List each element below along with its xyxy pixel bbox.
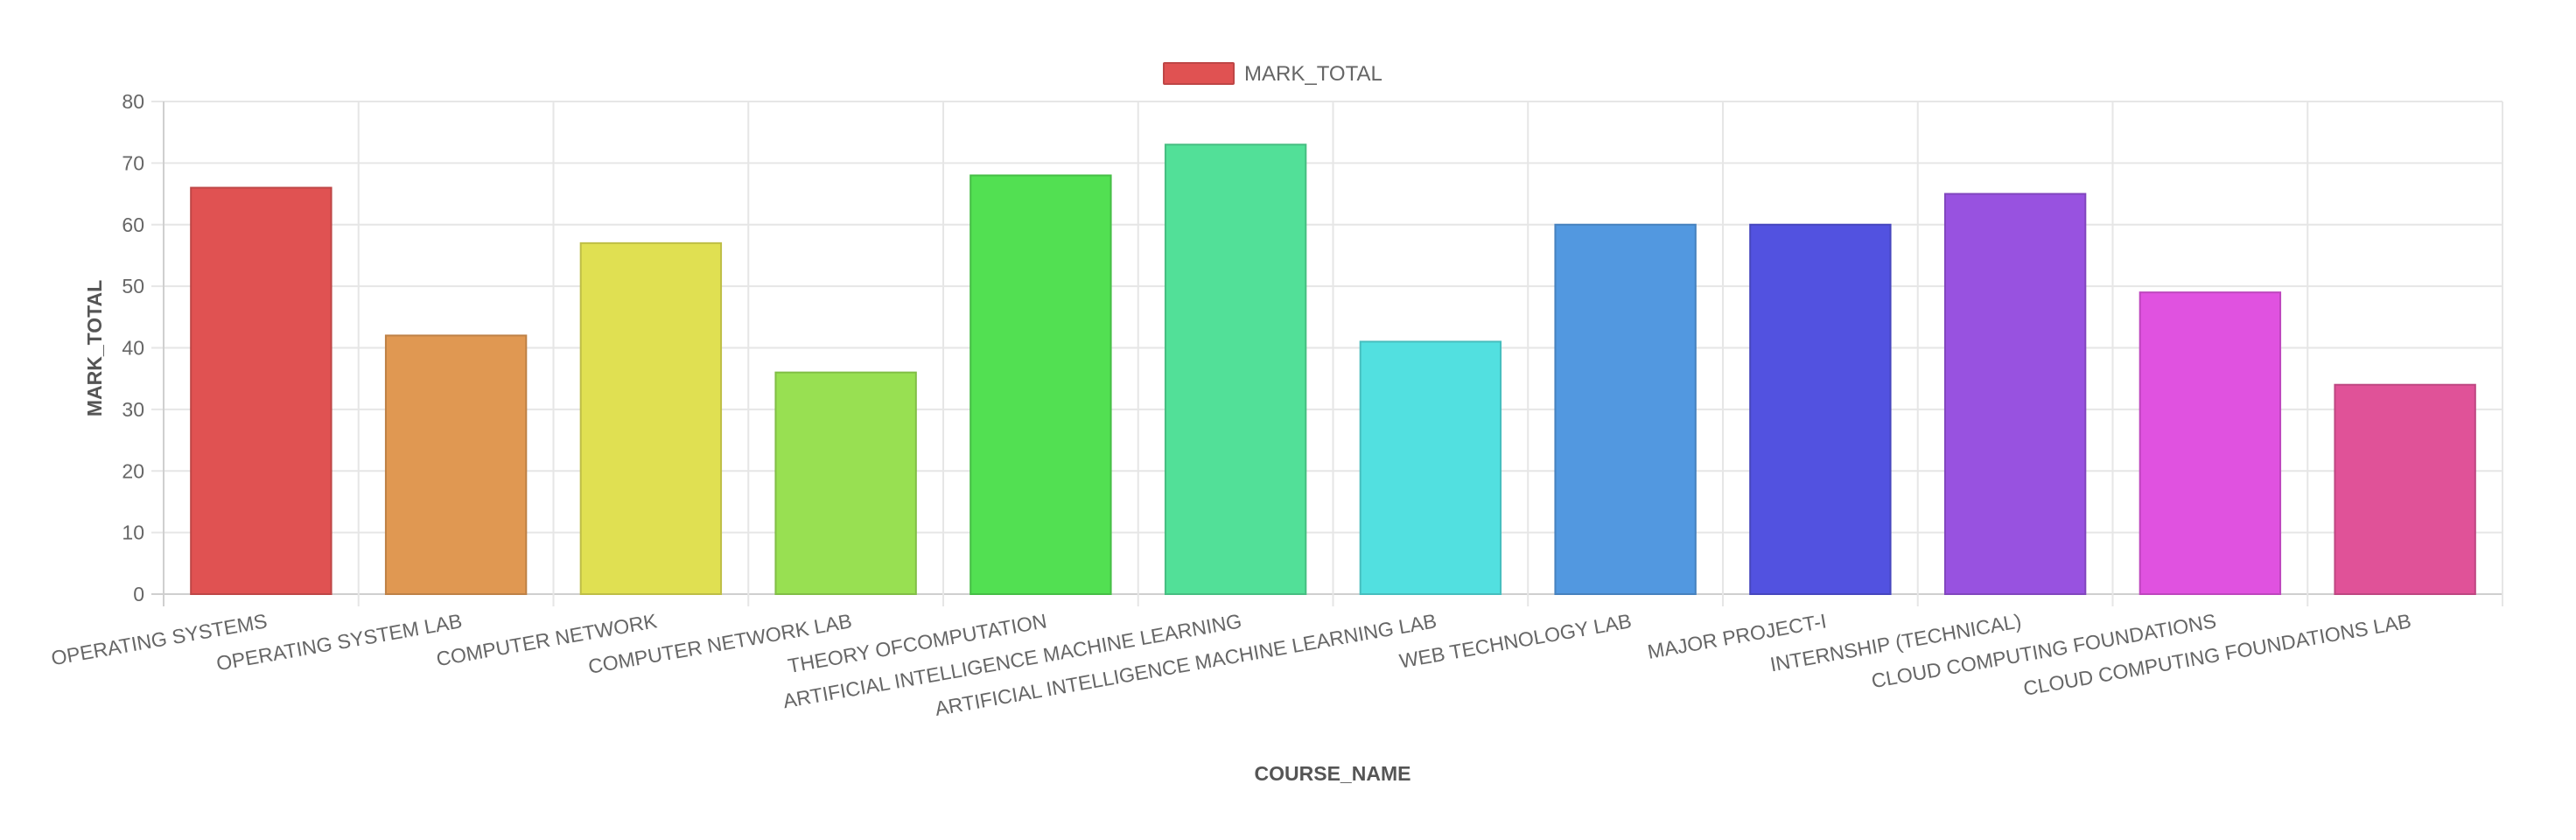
bar-2[interactable] — [384, 334, 528, 595]
y-tick-label: 60 — [122, 214, 144, 236]
y-tick-label: 30 — [122, 398, 144, 421]
bars — [190, 144, 2476, 595]
y-tick-label: 50 — [122, 275, 144, 298]
bar-5[interactable] — [970, 174, 1112, 595]
legend[interactable]: MARK_TOTAL — [1163, 62, 1382, 86]
y-tick-label: 0 — [133, 583, 144, 606]
y-axis-ticks: 0 10 20 30 40 50 60 70 80 — [122, 90, 144, 606]
legend-swatch-mark-total[interactable] — [1163, 62, 1235, 85]
y-tick-label: 40 — [122, 337, 144, 360]
bar-4[interactable] — [774, 371, 917, 595]
bar-11[interactable] — [2138, 291, 2282, 595]
bar-9[interactable] — [1749, 223, 1892, 595]
y-tick-label: 80 — [122, 90, 144, 113]
grid-lines — [151, 101, 2503, 606]
bar-12[interactable] — [2334, 383, 2476, 595]
legend-label-mark-total[interactable]: MARK_TOTAL — [1244, 62, 1382, 86]
y-axis-title: MARK_TOTAL — [83, 280, 106, 416]
y-tick-label: 70 — [122, 151, 144, 174]
bar-3[interactable] — [579, 242, 723, 595]
bar-6[interactable] — [1164, 144, 1307, 595]
y-tick-label: 10 — [122, 522, 144, 544]
x-axis-title: COURSE_NAME — [1255, 762, 1411, 785]
bar-8[interactable] — [1554, 223, 1697, 595]
bar-10[interactable] — [1943, 192, 2087, 595]
bar-1[interactable] — [190, 186, 332, 595]
bar-7[interactable] — [1359, 340, 1502, 595]
y-tick-label: 20 — [122, 459, 144, 482]
